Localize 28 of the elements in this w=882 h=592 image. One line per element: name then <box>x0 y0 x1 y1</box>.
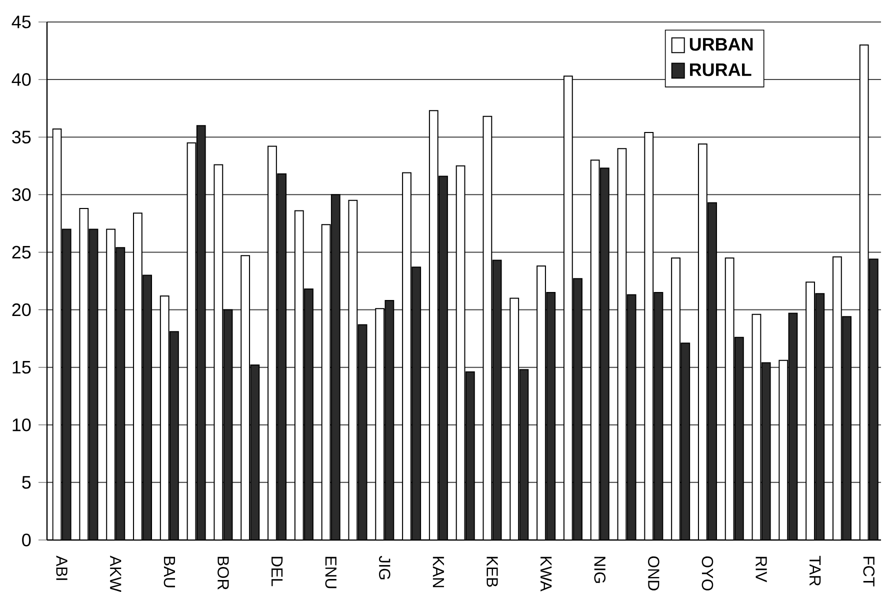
x-tick-label: JIG <box>378 556 390 580</box>
x-tick-label: RIV <box>756 556 767 582</box>
y-tick-label: 0 <box>22 534 31 546</box>
legend-label: RURAL <box>690 64 752 76</box>
x-tick-label: KAN <box>432 556 444 588</box>
x-tick-label: BAU <box>164 556 175 588</box>
x-tick-label: TAR <box>810 556 821 586</box>
x-tick-label: ABI <box>56 556 68 580</box>
x-tick-label: OND <box>648 556 660 590</box>
y-tick-label: 30 <box>12 188 31 202</box>
y-tick-label: 40 <box>12 73 31 86</box>
y-tick-label: 10 <box>12 418 31 432</box>
y-tick-label: 5 <box>22 476 31 489</box>
x-tick-label: OYO <box>702 556 714 590</box>
x-tick-label: FCT <box>863 556 875 586</box>
y-tick-label: 45 <box>12 16 31 28</box>
x-tick-label: KEB <box>486 556 498 587</box>
legend-label: URBAN <box>690 38 753 51</box>
x-tick-label: BOR <box>218 556 229 590</box>
y-tick-label: 35 <box>12 130 31 144</box>
x-tick-label: ENU <box>325 556 336 588</box>
y-tick-label: 25 <box>12 246 31 259</box>
x-tick-label: DEL <box>272 556 283 586</box>
y-tick-label: 20 <box>12 303 31 316</box>
x-tick-label: NIG <box>594 556 606 583</box>
x-tick-label: KWA <box>540 556 552 592</box>
x-tick-label: AKW <box>110 556 122 592</box>
y-tick-label: 15 <box>12 361 31 374</box>
